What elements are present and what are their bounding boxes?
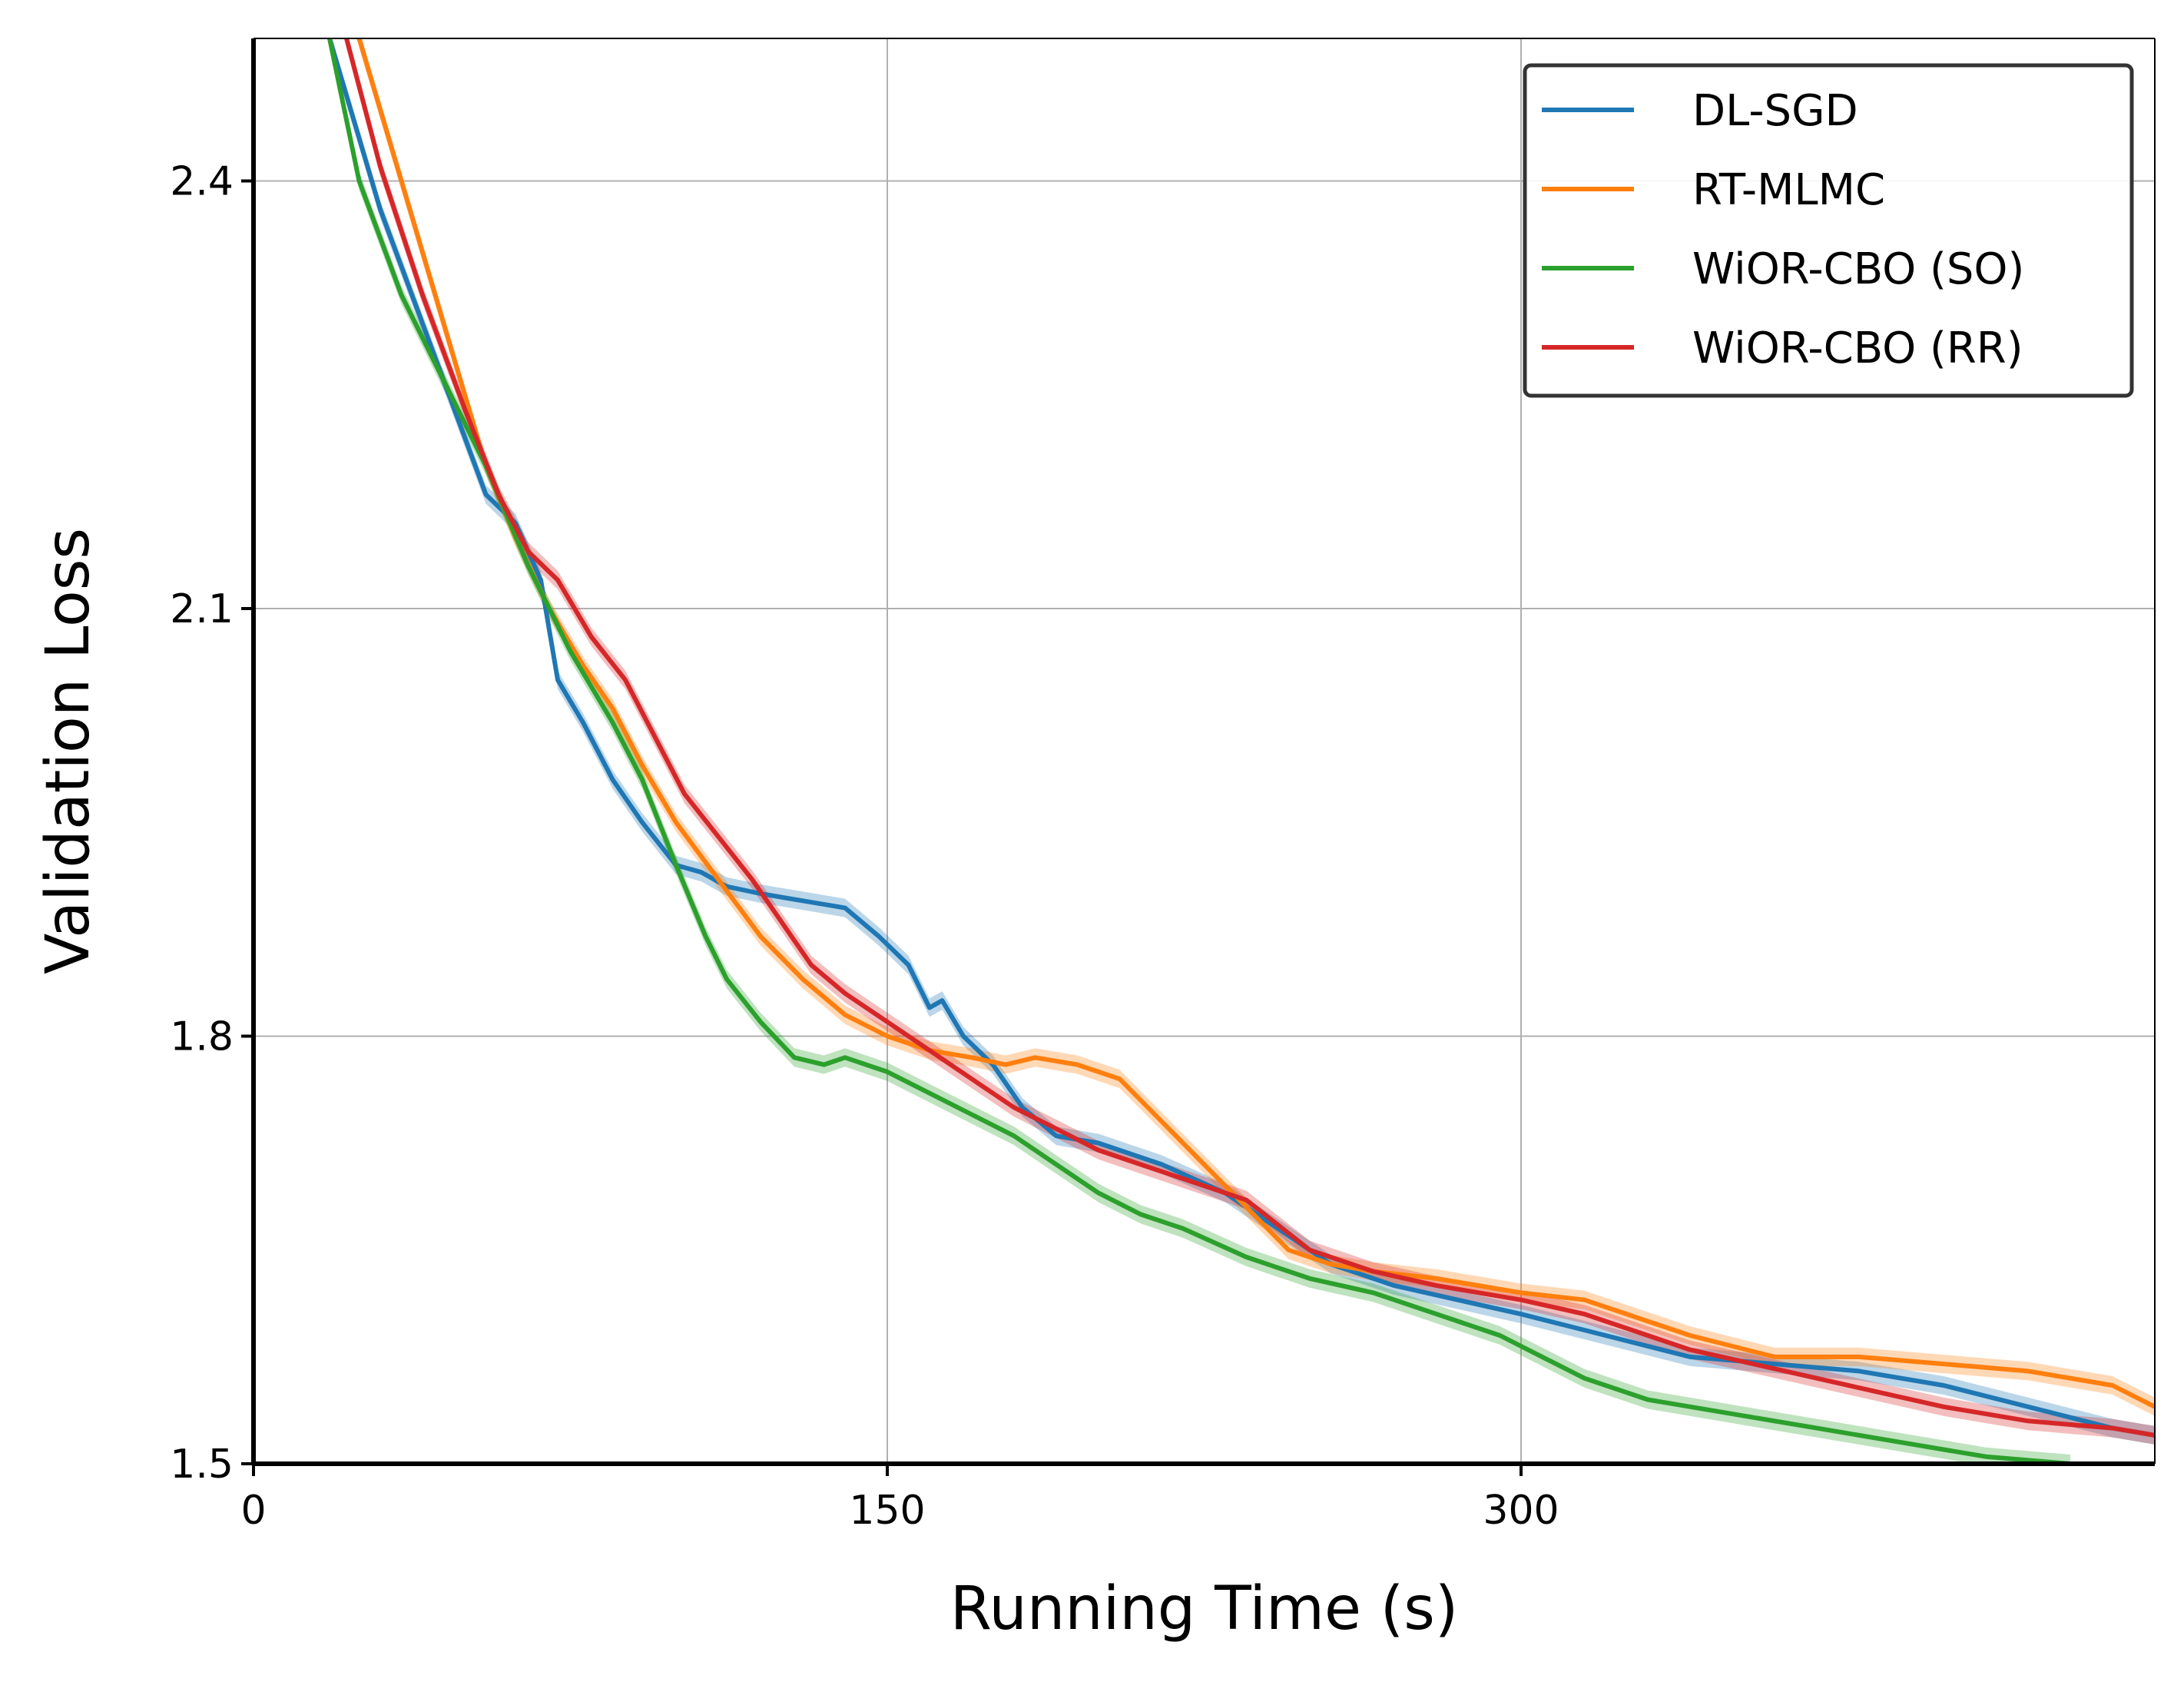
series-line-rt-mlmc [356,38,2155,1409]
legend-box [1523,63,2134,398]
x-tick-label: 150 [849,1488,925,1534]
series-line-wior-cbo-rr [344,38,2155,1438]
y-tick-label: 1.8 [170,1014,234,1060]
legend-label-dl-sgd: DL-SGD [1692,86,1858,136]
y-tick-label: 2.4 [170,159,234,205]
y-tick-label: 1.5 [170,1441,234,1488]
ticks: 0 150 300 1.5 1.8 2.1 2.4 [170,159,1559,1534]
legend-label-wior-cbo-rr: WiOR-CBO (RR) [1692,323,2023,373]
y-tick-label: 2.1 [170,586,234,632]
x-axis-title: Running Time (s) [950,1574,1459,1644]
legend: DL-SGD RT-MLMC WiOR-CBO (SO) WiOR-CBO (RR) [1523,63,2134,398]
y-axis-title: Validation Loss [34,528,103,974]
axes [251,38,2156,1466]
x-tick-label: 300 [1483,1488,1559,1534]
series-line-wior-cbo-so [327,38,2073,1464]
x-tick-label: 0 [240,1488,266,1534]
legend-label-rt-mlmc: RT-MLMC [1692,165,1885,215]
series-lines [327,38,2155,1464]
series-line-dl-sgd [327,38,2155,1438]
legend-label-wior-cbo-so: WiOR-CBO (SO) [1692,244,2024,294]
